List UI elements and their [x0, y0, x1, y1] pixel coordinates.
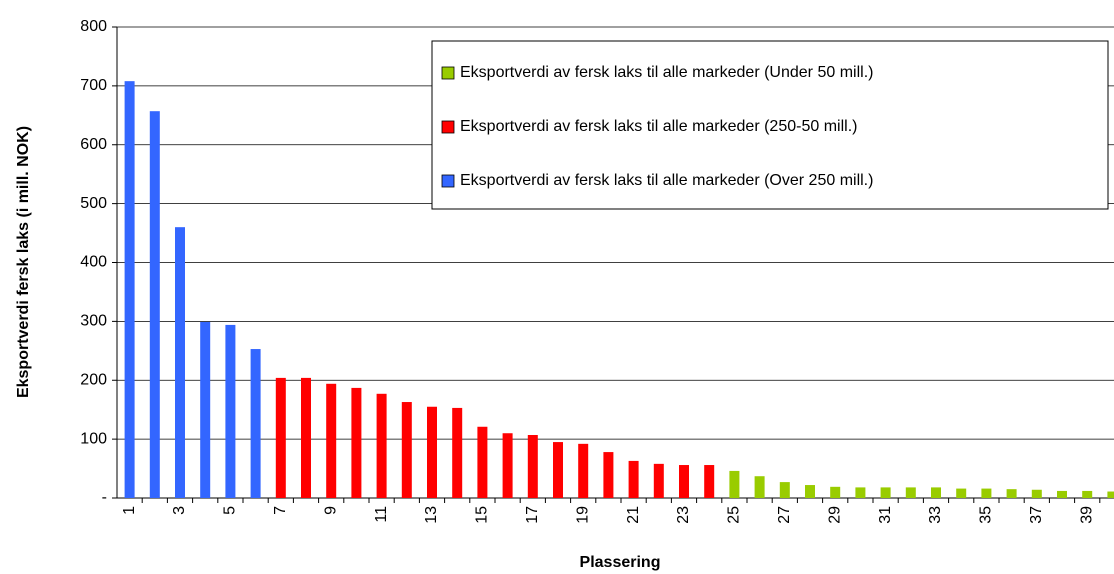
bar — [981, 488, 992, 498]
y-tick-label: 700 — [80, 77, 107, 94]
y-tick-label: 300 — [80, 313, 107, 330]
x-tick-label: 5 — [222, 506, 239, 515]
bar — [427, 406, 437, 498]
x-tick-label: 11 — [373, 506, 390, 523]
bar — [830, 486, 841, 498]
x-tick-label: 7 — [272, 506, 289, 515]
bar — [1082, 490, 1093, 498]
bar — [679, 465, 689, 498]
bar — [250, 349, 261, 498]
x-tick-label: 37 — [1028, 506, 1045, 524]
x-tick-label: 15 — [474, 506, 491, 524]
x-tick-label: 35 — [978, 506, 995, 524]
bar — [1006, 489, 1017, 498]
bar — [754, 476, 765, 498]
bar — [401, 402, 412, 498]
bar — [275, 377, 286, 498]
bar — [704, 465, 715, 498]
bar — [1057, 490, 1067, 498]
legend-label: Eksportverdi av fersk laks til alle mark… — [460, 118, 857, 135]
bar — [603, 452, 614, 498]
y-tick-label: 800 — [80, 18, 107, 35]
y-tick-label: 600 — [80, 136, 107, 153]
bar — [653, 463, 664, 498]
legend-label: Eksportverdi av fersk laks til alle mark… — [460, 172, 873, 189]
bar — [931, 487, 941, 498]
x-axis-title: Plassering — [580, 554, 661, 571]
bar — [124, 81, 135, 498]
x-tick-label: 29 — [826, 506, 843, 524]
x-tick-label: 39 — [1078, 506, 1095, 524]
x-tick-label: 21 — [625, 506, 642, 524]
bar — [729, 470, 740, 498]
bar — [1107, 491, 1114, 498]
y-tick-label: 500 — [80, 195, 107, 212]
x-tick-label: 9 — [322, 506, 339, 515]
bar — [452, 407, 463, 498]
bar — [956, 488, 967, 498]
y-tick-label: 200 — [80, 371, 107, 388]
bar — [578, 443, 589, 498]
bar — [628, 460, 639, 498]
bar — [225, 324, 236, 498]
bar — [351, 387, 362, 498]
x-tick-label: 17 — [524, 506, 541, 524]
x-tick-label: 23 — [675, 506, 692, 524]
bar — [200, 321, 211, 498]
x-tick-label: 25 — [726, 506, 743, 524]
bar — [502, 433, 513, 498]
bar — [175, 227, 185, 499]
legend-swatch — [441, 66, 455, 80]
x-tick-label: 19 — [574, 506, 591, 524]
bar — [553, 442, 563, 498]
y-tick-label: 100 — [80, 430, 107, 447]
x-tick-label: 33 — [927, 506, 944, 524]
legend-box — [431, 40, 1109, 210]
x-tick-label: 3 — [171, 506, 188, 515]
legend-label: Eksportverdi av fersk laks til alle mark… — [460, 64, 873, 81]
x-tick-label: 27 — [776, 506, 793, 524]
bar — [855, 487, 866, 498]
legend-swatch — [441, 174, 455, 188]
bar — [779, 482, 790, 498]
bar — [149, 111, 160, 498]
y-tick-label: 400 — [80, 254, 107, 271]
bar — [905, 487, 916, 498]
bar — [326, 383, 337, 498]
bar — [1031, 489, 1042, 498]
bar — [301, 377, 311, 498]
x-tick-label: 13 — [423, 506, 440, 524]
bar — [477, 426, 488, 498]
legend-swatch — [441, 120, 455, 134]
x-tick-label: 1 — [121, 506, 138, 515]
bar — [527, 435, 538, 498]
x-tick-label: 31 — [877, 506, 894, 524]
y-axis-title: Eksportverdi fersk laks (i mill. NOK) — [15, 126, 32, 398]
y-tick-label: - — [102, 489, 107, 506]
bar — [880, 487, 891, 498]
bar — [805, 485, 815, 498]
bar — [376, 393, 387, 498]
